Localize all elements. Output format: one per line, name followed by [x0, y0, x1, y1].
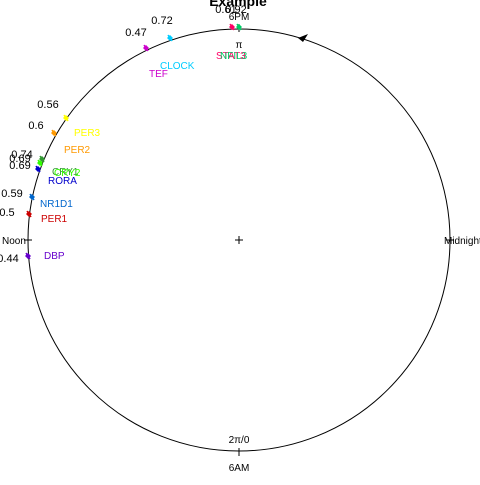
clock-label-left: Noon [2, 236, 26, 247]
data-point-value-label: 0.61 [215, 4, 236, 16]
data-point-group: 0.61 STAT3 [215, 4, 246, 62]
data-point-gene-label: PER2 [64, 145, 91, 156]
data-point-group: 0.92 NFIL3 [220, 4, 248, 62]
data-point-marker [236, 24, 242, 30]
data-point-group: 0.59 NR1D1 [1, 188, 73, 210]
data-point-marker [29, 194, 35, 200]
data-point-marker [35, 166, 41, 172]
data-point-marker [25, 253, 31, 259]
data-point-gene-label: PER1 [41, 214, 68, 225]
data-point-gene-label: CRY1 [52, 167, 79, 178]
data-point-value-label: 0.92 [225, 4, 246, 16]
data-point-value-label: 0.74 [11, 149, 32, 161]
data-point-value-label: 0.47 [125, 27, 146, 39]
data-point-marker [63, 115, 69, 121]
points-layer: 0.47 TEF 0.72 CLOCK 0.61 STAT3 0.92 NFIL3 0.56 PE… [0, 4, 248, 265]
data-point-value-label: 0.44 [0, 253, 19, 265]
data-point-group: 0.5 PER1 [0, 207, 68, 225]
data-point-gene-label: CLOCK [160, 61, 195, 72]
center-marker [235, 236, 243, 244]
data-point-value-label: 0.56 [37, 99, 58, 111]
radian-label-top: π [236, 40, 243, 51]
data-point-gene-label: NR1D1 [40, 199, 73, 210]
data-point-gene-label: CRY2 [54, 168, 81, 179]
radian-label-bottom: 2π/0 [229, 435, 250, 446]
data-point-marker [143, 45, 149, 51]
data-point-value-label: 0.69 [9, 160, 30, 172]
direction-arrow-icon [298, 34, 308, 42]
data-point-gene-label: PER3 [74, 128, 101, 139]
data-point-marker [26, 211, 32, 217]
clock-label-right: Midnight [444, 236, 480, 247]
data-point-marker [37, 160, 43, 166]
data-point-marker [167, 35, 173, 41]
data-point-group: 0.72 CLOCK [151, 15, 194, 72]
data-point-marker [51, 130, 57, 136]
data-point-value-label: 0.69 [9, 153, 30, 165]
data-point-group: 0.47 TEF [125, 27, 168, 80]
clock-label-top: 6PM [229, 12, 250, 23]
data-point-gene-label: RORA [48, 176, 77, 187]
data-point-value-label: 0.5 [0, 207, 15, 219]
data-point-value-label: 0.6 [28, 120, 43, 132]
data-point-value-label: 0.59 [1, 188, 22, 200]
data-point-marker [229, 24, 235, 30]
data-point-gene-label: NFIL3 [220, 51, 248, 62]
data-point-group: 0.44 DBP [0, 251, 65, 265]
data-point-group: 0.6 PER2 [28, 120, 90, 156]
data-point-value-label: 0.72 [151, 15, 172, 27]
data-point-gene-label: DBP [44, 251, 65, 262]
chart-title: Example [209, 0, 267, 9]
data-point-gene-label: STAT3 [216, 51, 246, 62]
data-point-group: 0.69 RORA [9, 160, 77, 187]
clock-label-bottom: 6AM [229, 463, 250, 474]
data-point-group: 0.56 PER3 [37, 99, 100, 139]
data-point-gene-label: TEF [149, 69, 168, 80]
data-point-group: 0.69 CRY2 [9, 153, 81, 179]
